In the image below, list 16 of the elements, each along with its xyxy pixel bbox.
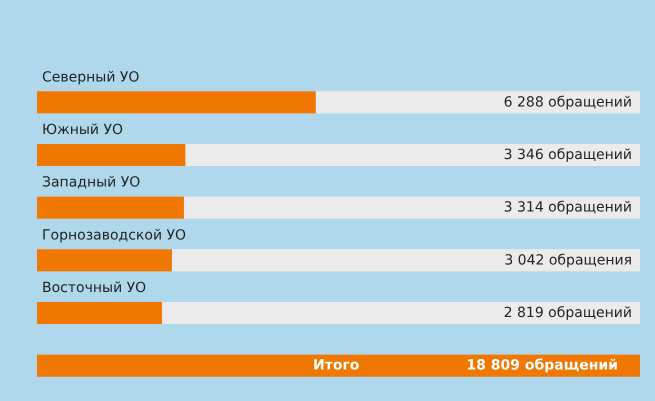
y-tick-label: Горнозаводской УО	[42, 227, 186, 244]
text: 18 809 обращений	[466, 358, 618, 374]
y-tick-label: Западный УО	[42, 174, 140, 191]
bar	[37, 249, 172, 272]
bar	[37, 196, 184, 219]
bar	[37, 144, 186, 166]
data-label: 3 042 обращения	[504, 252, 632, 268]
text: Итого	[313, 358, 360, 374]
y-tick-label: Северный УО	[42, 69, 140, 86]
data-label: 2 819 обращений	[504, 305, 632, 321]
bar	[37, 302, 162, 324]
y-tick-label: Восточный УО	[42, 280, 146, 296]
data-label: 3 346 обращений	[504, 147, 632, 163]
y-tick-label: Южный УО	[42, 122, 124, 138]
data-label: 6 288 обращений	[504, 94, 632, 110]
data-label: 3 314 обращений	[504, 200, 632, 216]
